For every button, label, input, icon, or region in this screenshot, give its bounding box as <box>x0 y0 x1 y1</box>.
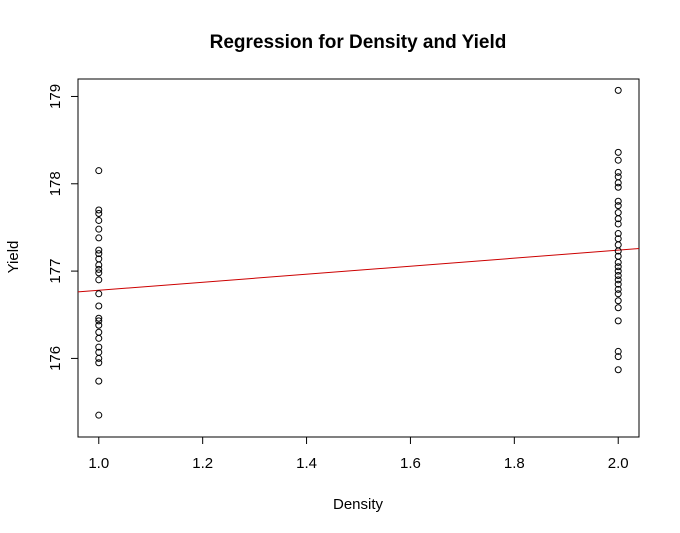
data-point <box>95 209 103 217</box>
data-point <box>95 334 103 342</box>
x-tick-label: 1.0 <box>88 455 109 472</box>
y-tick-label: 177 <box>47 259 64 284</box>
data-point <box>95 276 103 284</box>
data-point <box>614 297 622 305</box>
data-point <box>614 156 622 164</box>
data-point <box>614 183 622 191</box>
data-point <box>614 267 622 275</box>
y-axis-label: Yield <box>5 241 22 274</box>
data-point <box>95 302 103 310</box>
y-tick-label: 178 <box>47 171 64 196</box>
data-point <box>614 285 622 293</box>
data-point <box>95 290 103 298</box>
chart-title: Regression for Density and Yield <box>210 32 507 53</box>
data-point <box>95 250 103 258</box>
data-point <box>614 258 622 266</box>
data-point <box>614 317 622 325</box>
y-tick-label: 176 <box>47 346 64 371</box>
data-point <box>614 263 622 271</box>
data-point <box>614 230 622 238</box>
data-point <box>614 209 622 217</box>
data-point <box>95 328 103 336</box>
data-point <box>95 377 103 385</box>
points-layer <box>95 86 622 419</box>
data-point <box>614 241 622 249</box>
data-point <box>614 271 622 279</box>
data-point <box>95 234 103 242</box>
y-tick-label: 179 <box>47 84 64 109</box>
data-point <box>95 317 103 325</box>
x-axis: 1.0 1.2 1.4 1.6 1.8 2.0 <box>88 436 629 472</box>
x-tick-label: 1.2 <box>192 455 213 472</box>
x-tick-label: 2.0 <box>608 455 629 472</box>
data-point <box>614 353 622 361</box>
plot-frame <box>77 78 640 438</box>
data-point <box>614 276 622 284</box>
data-point <box>95 321 103 329</box>
data-point <box>95 225 103 233</box>
data-point <box>95 269 103 277</box>
data-point <box>95 246 103 254</box>
data-point <box>95 343 103 351</box>
data-point <box>95 206 103 214</box>
data-point <box>614 366 622 374</box>
data-point <box>95 167 103 175</box>
data-point <box>614 197 622 205</box>
data-point <box>95 411 103 419</box>
data-point <box>95 359 103 367</box>
data-point <box>614 347 622 355</box>
data-point <box>614 173 622 181</box>
x-axis-label: Density <box>333 496 384 513</box>
data-point <box>614 86 622 94</box>
data-point <box>614 202 622 210</box>
data-point <box>614 179 622 187</box>
x-tick-label: 1.8 <box>504 455 525 472</box>
data-point <box>95 261 103 269</box>
data-point <box>95 216 103 224</box>
y-axis: 176 177 178 179 <box>47 84 79 371</box>
data-point <box>614 280 622 288</box>
regression-layer <box>77 248 640 293</box>
x-tick-label: 1.6 <box>400 455 421 472</box>
data-point <box>614 215 622 223</box>
data-point <box>614 168 622 176</box>
data-point <box>614 148 622 156</box>
data-point <box>614 247 622 255</box>
data-point <box>614 220 622 228</box>
data-point <box>614 290 622 298</box>
x-tick-label: 1.4 <box>296 455 317 472</box>
data-point <box>95 314 103 322</box>
data-point <box>614 304 622 312</box>
data-point <box>95 265 103 273</box>
regression-line <box>77 248 640 293</box>
data-point <box>95 354 103 362</box>
